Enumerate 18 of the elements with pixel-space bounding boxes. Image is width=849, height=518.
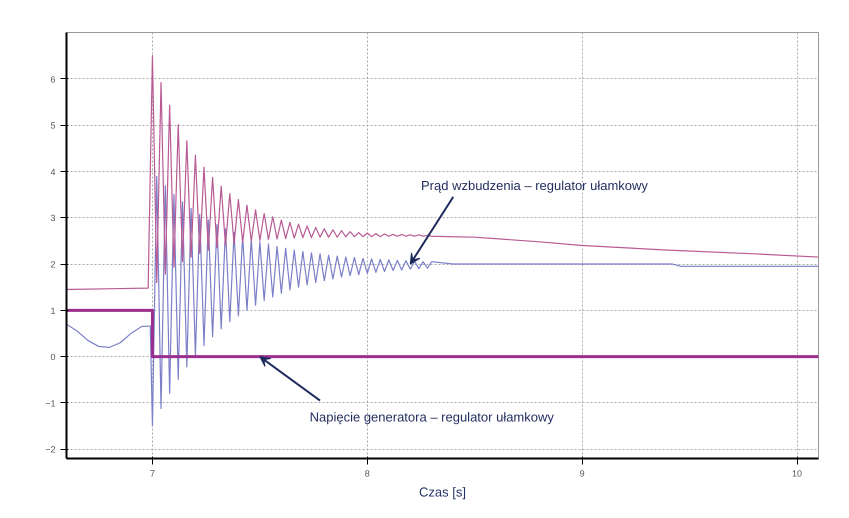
y-tick-label: 4 <box>50 166 56 177</box>
annotation: Napięcie generatora – regulator ułamkowy <box>310 409 554 424</box>
line-series <box>66 176 818 427</box>
y-tick-label: 0 <box>50 352 56 362</box>
line-series <box>66 55 818 290</box>
x-axis-title: Czas [s] <box>419 484 466 500</box>
y-tick-label: 1 <box>50 306 56 316</box>
y-tick-label: −1 <box>45 398 56 408</box>
y-tick-label: 5 <box>50 120 56 131</box>
x-tick-label: 7 <box>150 468 155 478</box>
x-tick-label: 10 <box>792 468 802 478</box>
annotation: Prąd wzbudzenia – regulator ułamkowy <box>421 178 648 193</box>
y-tick-label: 6 <box>50 74 56 84</box>
x-tick-label: 9 <box>580 468 585 478</box>
x-tick-label: 8 <box>364 468 370 478</box>
y-tick-label: −2 <box>45 444 56 455</box>
y-tick-label: 3 <box>50 213 56 224</box>
y-tick-label: 2 <box>50 260 56 270</box>
